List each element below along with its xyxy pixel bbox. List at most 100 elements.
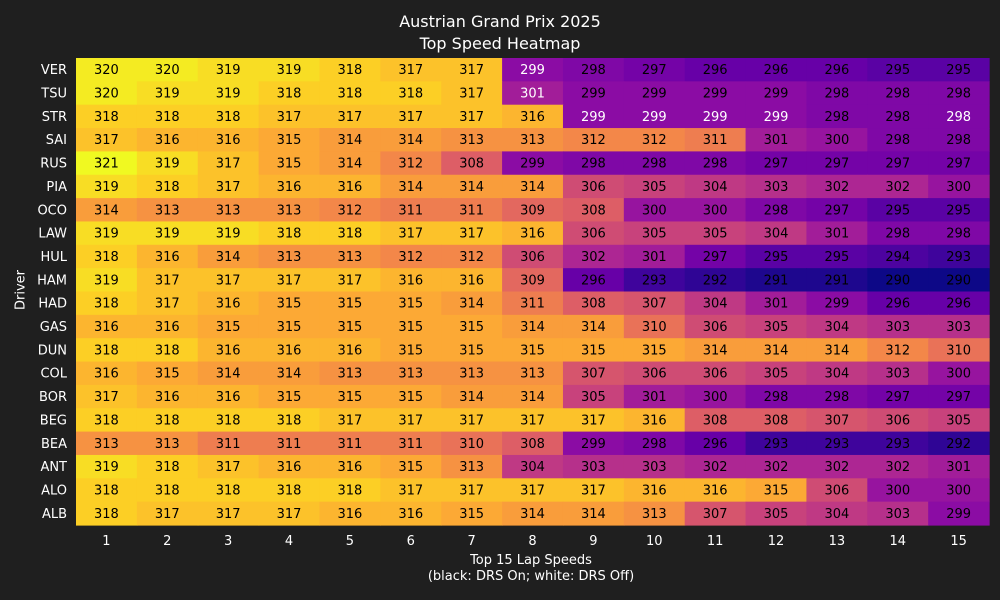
cell-value-label: 299	[764, 87, 789, 102]
cell-value-label: 317	[216, 460, 241, 475]
cell-value-label: 316	[642, 483, 667, 498]
cell-value-label: 317	[338, 110, 363, 125]
x-tick-label: 4	[285, 534, 293, 549]
y-tick-label: HAD	[38, 297, 67, 312]
heatmap-cell	[745, 291, 808, 316]
heatmap-cell	[928, 501, 990, 526]
heatmap-cell	[136, 478, 199, 503]
heatmap-cell	[441, 244, 503, 269]
cell-value-label: 293	[764, 437, 789, 452]
heatmap-cell	[441, 454, 503, 479]
cell-value-label: 317	[155, 297, 180, 312]
heatmap-cell	[623, 454, 686, 479]
cell-value-label: 317	[155, 273, 180, 288]
cell-value-label: 316	[94, 367, 119, 382]
heatmap-cell	[258, 338, 321, 363]
heatmap-cell	[441, 128, 503, 152]
cell-value-label: 317	[277, 110, 302, 125]
cell-value-label: 298	[642, 157, 667, 172]
heatmap-cell	[562, 338, 625, 363]
x-tick-label: 13	[829, 534, 846, 549]
chart-title: Austrian Grand Prix 2025	[399, 12, 601, 31]
cell-value-label: 318	[94, 413, 119, 428]
heatmap-cell	[136, 58, 199, 82]
cell-value-label: 318	[155, 460, 180, 475]
heatmap-cell	[745, 81, 808, 106]
cell-value-label: 317	[398, 63, 423, 78]
cell-value-label: 304	[824, 367, 849, 382]
cell-value-label: 317	[459, 227, 484, 242]
heatmap-cell	[867, 501, 929, 526]
cell-value-label: 319	[94, 460, 119, 475]
cell-value-label: 296	[946, 297, 971, 312]
cell-value-label: 304	[764, 227, 789, 242]
heatmap-cell	[258, 81, 321, 106]
cell-value-label: 315	[398, 320, 423, 335]
heatmap-cell	[319, 174, 381, 199]
heatmap-cell	[562, 501, 625, 526]
heatmap-cell	[867, 174, 929, 199]
heatmap-cell	[258, 174, 321, 199]
cell-value-label: 317	[338, 273, 363, 288]
cell-value-label: 318	[155, 483, 180, 498]
heatmap-cell	[441, 408, 503, 433]
cell-value-label: 316	[155, 320, 180, 335]
x-axis-note: (black: DRS On; white: DRS Off)	[427, 569, 635, 584]
heatmap-cell	[136, 384, 199, 409]
cell-value-label: 319	[155, 87, 180, 102]
heatmap-cell	[684, 221, 747, 246]
cell-value-label: 314	[398, 180, 423, 195]
cell-value-label: 308	[703, 413, 728, 428]
heatmap-cell	[745, 174, 808, 199]
heatmap-cell	[380, 454, 442, 479]
heatmap-cell	[319, 244, 381, 269]
cell-value-label: 305	[946, 413, 971, 428]
cell-value-label: 307	[703, 507, 728, 522]
cell-value-label: 311	[520, 297, 545, 312]
heatmap-cell	[258, 454, 321, 479]
cell-value-label: 297	[946, 157, 971, 172]
heatmap-cell	[319, 501, 381, 526]
cell-value-label: 315	[398, 343, 423, 358]
cell-value-label: 317	[94, 390, 119, 405]
heatmap-cell	[806, 338, 868, 363]
heatmap-cell	[76, 221, 138, 246]
cell-value-label: 302	[824, 180, 849, 195]
cell-value-label: 319	[94, 180, 119, 195]
heatmap-cell	[684, 81, 747, 106]
heatmap-cell	[136, 268, 199, 293]
heatmap-cell	[928, 128, 990, 152]
cell-value-label: 300	[642, 203, 667, 218]
cell-value-label: 303	[642, 460, 667, 475]
cell-value-label: 315	[338, 297, 363, 312]
heatmap-cell	[197, 291, 260, 316]
heatmap-cell	[806, 221, 868, 246]
cell-value-label: 313	[459, 367, 484, 382]
cell-value-label: 298	[885, 110, 910, 125]
cell-value-label: 303	[581, 460, 606, 475]
heatmap-cell	[319, 454, 381, 479]
heatmap-cell	[136, 454, 199, 479]
heatmap-cell	[76, 291, 138, 316]
cell-value-label: 301	[642, 390, 667, 405]
cell-value-label: 303	[885, 507, 910, 522]
heatmap-cell	[441, 384, 503, 409]
cell-value-label: 298	[824, 390, 849, 405]
heatmap-cell	[441, 478, 503, 503]
heatmap-cell	[380, 81, 442, 106]
cell-value-label: 314	[764, 343, 789, 358]
heatmap-cell	[319, 221, 381, 246]
heatmap-cell	[684, 58, 747, 82]
heatmap-cell	[684, 174, 747, 199]
cell-value-label: 315	[459, 320, 484, 335]
cell-value-label: 319	[155, 157, 180, 172]
heatmap-cell	[197, 361, 260, 386]
cell-value-label: 315	[398, 460, 423, 475]
y-tick-label: BOR	[39, 390, 67, 405]
heatmap-cell	[197, 314, 260, 339]
cell-value-label: 295	[885, 63, 910, 78]
heatmap-cell	[928, 291, 990, 316]
cell-value-label: 299	[946, 507, 971, 522]
heatmap-cell	[258, 361, 321, 386]
heatmap-cell	[684, 501, 747, 526]
